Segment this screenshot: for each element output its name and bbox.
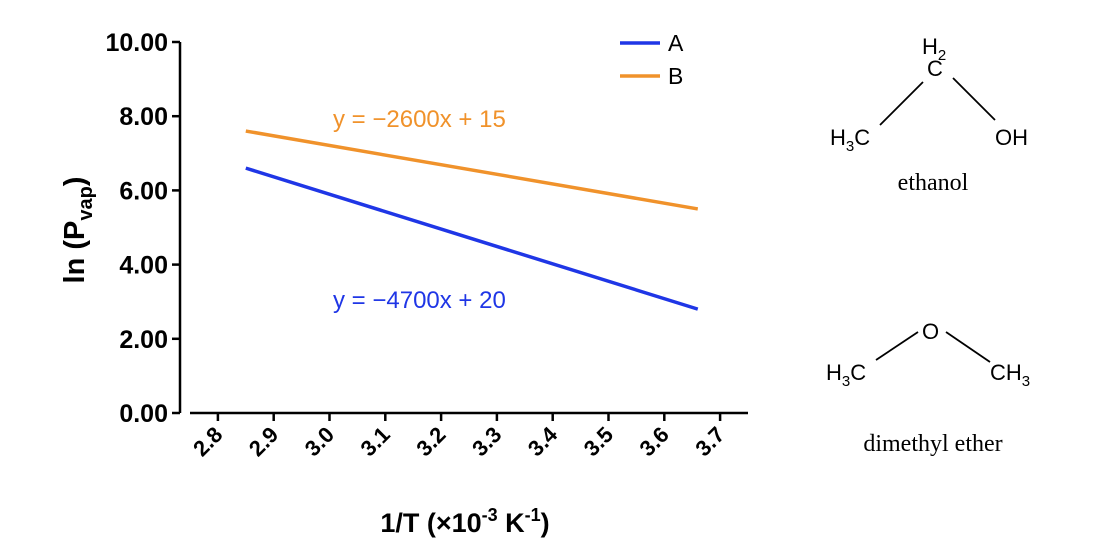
- x-tick-label: 3.1: [356, 422, 395, 461]
- y-tick-label: 0.00: [119, 400, 168, 428]
- y-axis-title-main: ln (P: [59, 221, 91, 284]
- x-tick-label: 3.2: [411, 422, 450, 461]
- x-axis-title: 1/T (×10-3 K-1): [380, 505, 549, 538]
- dimethyl-ether-name: dimethyl ether: [863, 431, 1002, 457]
- series-line-a: [245, 166, 699, 311]
- y-axis-title: ln (Pvap): [59, 177, 97, 284]
- y-tick-label: 6.00: [119, 177, 168, 205]
- x-tick-label: 2.8: [188, 422, 227, 461]
- y-axis-title-end: ): [59, 177, 91, 187]
- ethanol-name: ethanol: [898, 170, 969, 196]
- x-axis-title-sup1: -3: [482, 505, 498, 525]
- y-tick-label: 10.00: [105, 29, 168, 57]
- ethanol-c-label: C: [927, 56, 943, 81]
- ethanol-ch3-label: H3C: [830, 125, 870, 155]
- x-axis-title-end: ): [541, 508, 550, 538]
- y-tick-label: 8.00: [119, 103, 168, 131]
- x-tick-label: 3.6: [635, 422, 674, 461]
- x-axis-title-sup2: -1: [525, 505, 541, 525]
- y-axis-title-sub: vap: [75, 186, 97, 220]
- x-tick-label: 3.0: [300, 422, 339, 461]
- ether-bond-right: [945, 331, 991, 363]
- x-axis-title-mid: K: [498, 508, 526, 538]
- legend: AB: [620, 30, 684, 89]
- x-axis-title-main: 1/T (×10: [380, 508, 481, 538]
- ether-bond-left: [875, 331, 919, 361]
- ethanol-bond-left: [879, 81, 924, 126]
- dimethyl-ether-structure: O H3C CH3 dimethyl ether: [826, 319, 1030, 457]
- x-tick-label: 3.7: [690, 422, 729, 461]
- equation-a: y = −4700x + 20: [333, 287, 506, 314]
- series-line-b: [245, 129, 699, 211]
- ether-left-ch3-label: H3C: [826, 360, 866, 390]
- x-tick-label: 3.3: [467, 422, 506, 461]
- ethanol-structure: H2 C H3C OH ethanol: [830, 34, 1028, 196]
- ethanol-ch2-label: H2: [922, 34, 946, 64]
- x-tick-label: 2.9: [244, 422, 283, 461]
- ethanol-oh-label: OH: [995, 125, 1028, 150]
- x-tick-label: 3.5: [579, 422, 618, 461]
- legend-label-a: A: [668, 30, 684, 56]
- legend-label-b: B: [668, 63, 683, 89]
- equation-b: y = −2600x + 15: [333, 106, 506, 133]
- ether-o-label: O: [922, 319, 939, 344]
- ether-right-ch3-label: CH3: [990, 360, 1030, 390]
- ethanol-bond-right: [952, 77, 996, 121]
- x-tick-label: 3.4: [523, 421, 563, 461]
- chart: 0.00 2.00 4.00 6.00 8.00 10.00 2.8 2.9 3.0 3.1 3.…: [59, 29, 748, 538]
- y-tick-label: 2.00: [119, 326, 168, 354]
- y-tick-label: 4.00: [119, 252, 168, 280]
